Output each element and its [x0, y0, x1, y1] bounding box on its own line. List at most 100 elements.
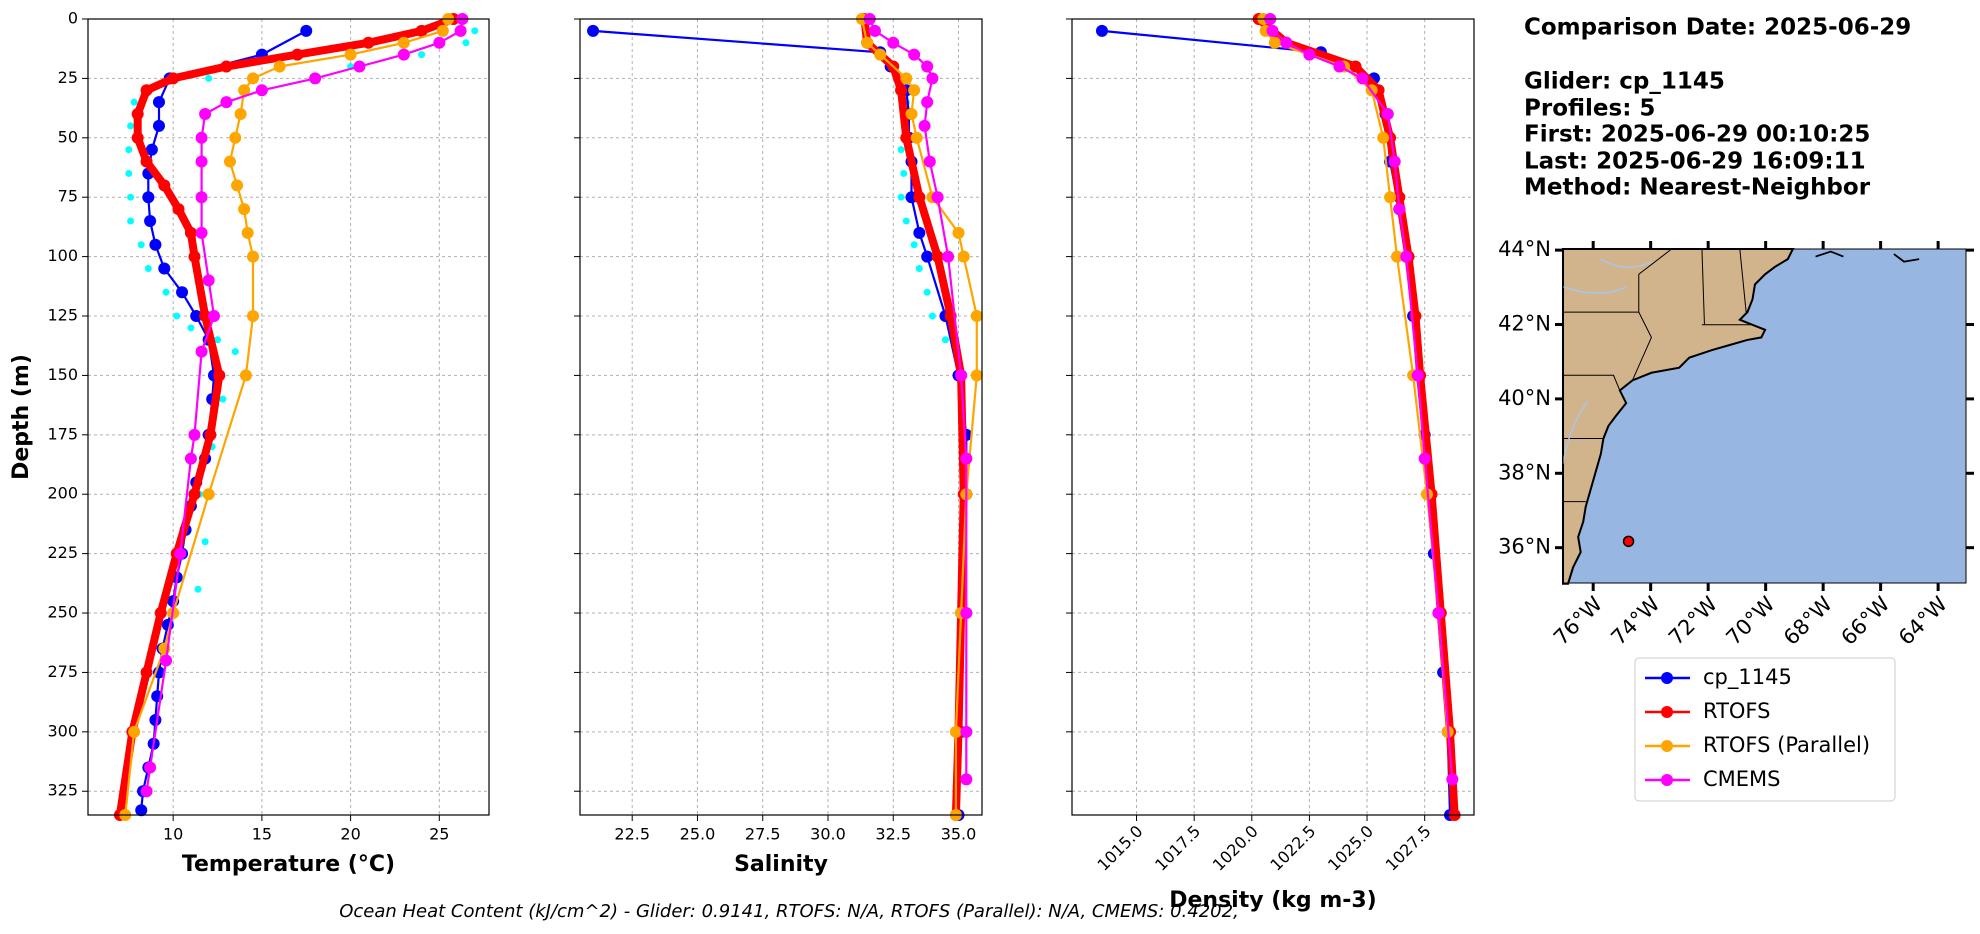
profile-point — [219, 395, 227, 403]
series-marker — [190, 310, 203, 323]
x-tick-label: 22.5 — [614, 825, 650, 844]
profile-point — [137, 241, 145, 249]
profile-point — [127, 122, 135, 130]
series-marker — [207, 310, 220, 323]
series-marker — [926, 72, 939, 85]
lat-tick-label: 42°N — [1498, 312, 1551, 336]
x-tick-label: 1015.0 — [1094, 822, 1147, 875]
series-marker — [131, 131, 144, 144]
series-marker — [239, 369, 252, 382]
series-marker — [908, 48, 921, 61]
series — [1095, 24, 1457, 821]
series-marker — [188, 488, 201, 501]
series-marker — [397, 48, 410, 61]
series-marker — [188, 250, 201, 263]
profile-point — [897, 193, 905, 201]
series-marker — [195, 131, 208, 144]
info-first: First: 2025-06-29 00:10:25 — [1524, 122, 1870, 148]
profile-point — [127, 193, 135, 201]
legend-label: RTOFS — [1703, 699, 1770, 723]
profile-point — [125, 146, 133, 154]
lat-tick-label: 38°N — [1498, 460, 1551, 484]
series-marker — [1432, 607, 1445, 620]
y-axis-label: Depth (m) — [9, 354, 34, 480]
x-tick-label: 35.0 — [941, 825, 977, 844]
series-marker — [1268, 36, 1281, 49]
profile-point — [941, 336, 949, 344]
series-marker — [931, 250, 944, 263]
series-marker — [149, 238, 162, 251]
series-marker — [960, 773, 973, 786]
series-marker — [1400, 250, 1413, 263]
series-marker — [1388, 155, 1401, 168]
y-tick-label: 300 — [47, 721, 78, 740]
profile-point — [173, 312, 181, 320]
series-marker — [145, 143, 158, 156]
series-marker — [135, 804, 148, 817]
series-marker — [176, 286, 189, 299]
profile-point — [910, 241, 918, 249]
series-marker — [1333, 60, 1346, 73]
series-marker — [923, 155, 936, 168]
legend-label: CMEMS — [1703, 767, 1781, 791]
legend-marker — [1661, 672, 1673, 684]
series — [119, 13, 455, 821]
x-tick-label: 1027.5 — [1382, 822, 1435, 875]
series-marker — [144, 214, 157, 227]
series-marker — [874, 48, 887, 61]
series-marker — [1418, 452, 1431, 465]
x-axis-label: Salinity — [734, 852, 828, 877]
profile-point — [897, 146, 905, 154]
plot-frame — [579, 18, 983, 816]
profile-point — [187, 324, 195, 332]
series-marker — [195, 155, 208, 168]
lon-tick-label: 72°W — [1664, 592, 1722, 650]
series-marker — [291, 48, 304, 61]
series-line — [1256, 15, 1459, 816]
series-marker — [199, 108, 212, 121]
profile-point — [231, 348, 239, 356]
series-marker — [957, 250, 970, 263]
series — [140, 13, 469, 798]
y-tick-label: 200 — [47, 484, 78, 503]
x-axis-label: Density (kg m-3) — [1169, 888, 1377, 913]
profile-point — [205, 74, 213, 82]
plot-frame — [87, 18, 490, 816]
profile-point — [902, 217, 910, 225]
series-marker — [184, 452, 197, 465]
series-marker — [152, 96, 165, 109]
series-marker — [195, 226, 208, 239]
series-marker — [344, 48, 357, 61]
legend-label: RTOFS (Parallel) — [1703, 733, 1870, 757]
series-line — [868, 18, 968, 780]
y-tick-label: 75 — [58, 187, 78, 206]
series-marker — [1095, 24, 1108, 37]
info-method: Method: Nearest-Neighbor — [1524, 175, 1871, 201]
series-marker — [195, 191, 208, 204]
lat-tick-label: 40°N — [1498, 386, 1551, 410]
x-tick-label: 27.5 — [745, 825, 781, 844]
map — [1561, 247, 1967, 585]
series-marker — [910, 131, 923, 144]
series — [135, 24, 313, 817]
series-marker — [220, 60, 233, 73]
series-marker — [142, 191, 155, 204]
series-marker — [1356, 72, 1369, 85]
series-marker — [128, 725, 141, 738]
series-marker — [900, 72, 913, 85]
legend-marker — [1661, 740, 1673, 752]
series-marker — [949, 725, 962, 738]
profile-point — [923, 288, 931, 296]
series-marker — [1280, 36, 1293, 49]
profile-point — [130, 98, 138, 106]
y-tick-label: 0 — [68, 9, 78, 28]
series-marker — [273, 60, 286, 73]
series-marker — [202, 274, 215, 287]
series-marker — [970, 310, 983, 323]
series-marker — [255, 84, 268, 97]
x-tick-label: 1020.0 — [1209, 822, 1262, 875]
legend-marker — [1661, 774, 1673, 786]
series — [587, 24, 973, 821]
series-marker — [1393, 191, 1406, 204]
series-marker — [913, 226, 926, 239]
